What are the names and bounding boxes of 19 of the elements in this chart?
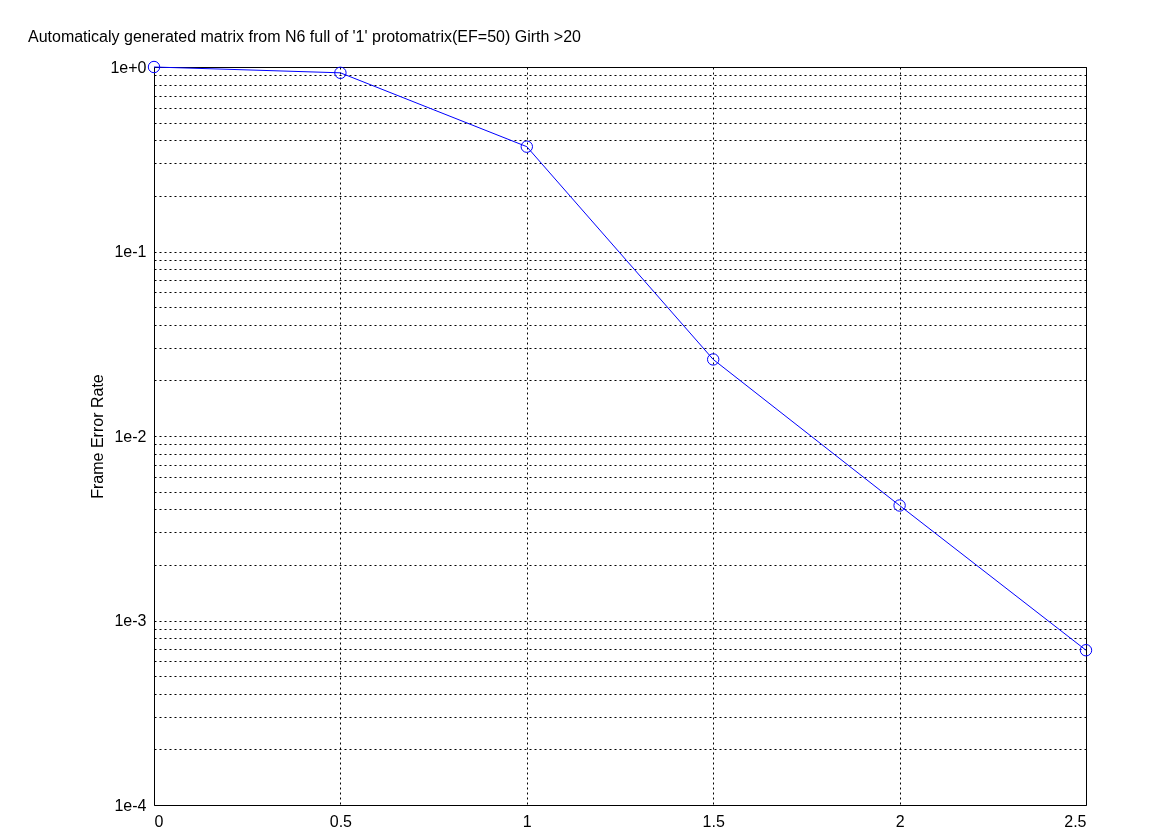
x-tick-label: 0.5 <box>329 812 353 830</box>
x-tick-label: 2.5 <box>1064 812 1087 830</box>
x-tick-label: 1 <box>522 812 532 830</box>
y-tick-label: 1e-2 <box>114 427 147 445</box>
y-tick-label: 1e+0 <box>110 58 147 76</box>
y-tick-label: 1e-1 <box>114 243 147 260</box>
x-tick-label: 1.5 <box>702 812 725 830</box>
point <box>1079 644 1093 657</box>
point <box>707 353 720 366</box>
y-tick-label: 1e-3 <box>114 612 147 629</box>
point <box>147 60 161 74</box>
y-tick-label: 1e-4 <box>114 796 147 814</box>
x-tick-label: 0 <box>154 812 164 830</box>
y-axis-title: Frame Error Rate <box>89 374 107 499</box>
point <box>334 66 347 79</box>
point <box>893 499 906 512</box>
point <box>520 140 533 153</box>
x-tick-label: 2 <box>895 812 905 830</box>
chart-title: Automaticaly generated matrix from N6 full of '1' protomatrix(EF=50) Girth >20 <box>27 28 582 45</box>
